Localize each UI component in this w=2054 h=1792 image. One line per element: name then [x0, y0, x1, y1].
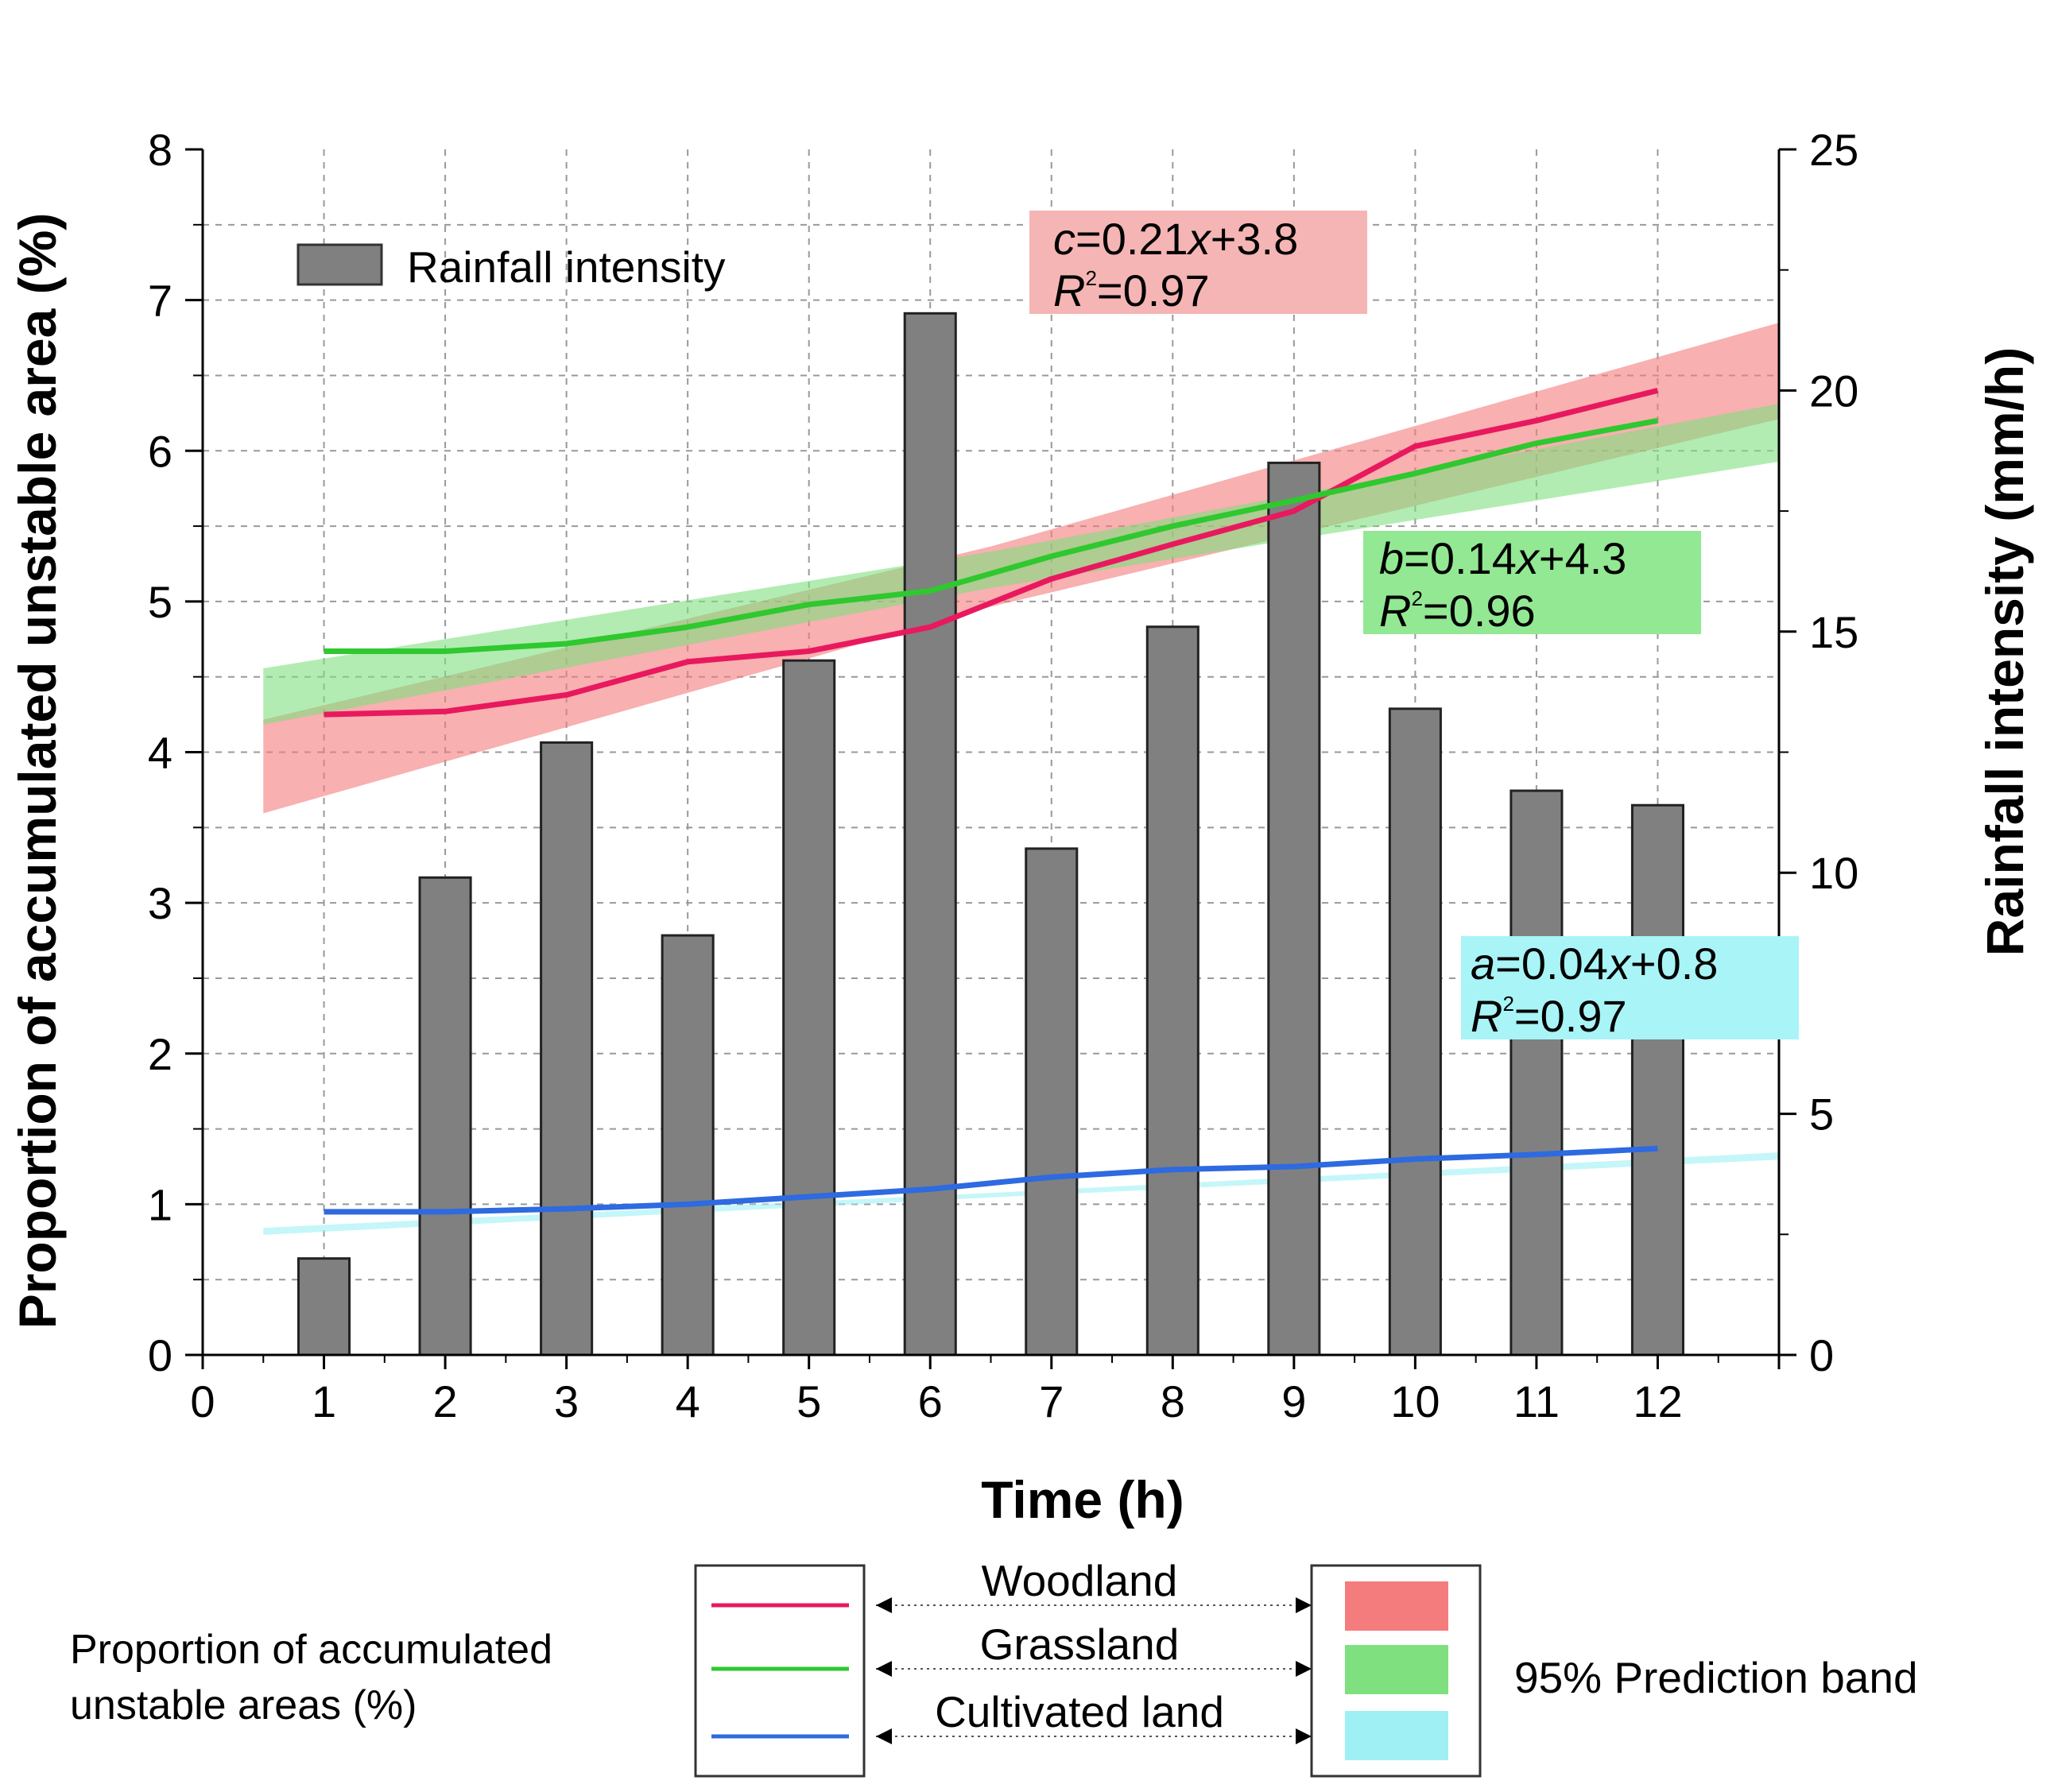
- legend-label-grassland: Grassland: [980, 1620, 1180, 1669]
- annotation-woodland-slope: =0.21: [1075, 214, 1188, 264]
- annotation-woodland-r2-label: R: [1053, 265, 1085, 315]
- y-right-tick-label: 0: [1809, 1330, 1834, 1380]
- y-left-tick-label: 1: [148, 1179, 172, 1229]
- svg-text:c=0.21x+3.8: c=0.21x+3.8: [1053, 214, 1298, 264]
- bar-5: [782, 659, 836, 1357]
- x-tick-label: 4: [676, 1376, 700, 1426]
- series-line-0: [324, 388, 1659, 718]
- bar-12: [1630, 803, 1684, 1357]
- annotation-woodland-r2-value: =0.97: [1097, 265, 1210, 315]
- legend-band-woodland: [1345, 1581, 1448, 1631]
- bar-7: [1025, 847, 1079, 1357]
- annotation-cultivated-box: [1461, 936, 1799, 1039]
- annotation-cultivated-r2-value: =0.97: [1514, 991, 1627, 1041]
- bar-4: [661, 934, 715, 1357]
- legend-left-text-line2: unstable areas (%): [70, 1682, 417, 1728]
- annotation-grassland-var: b: [1379, 533, 1404, 583]
- x-tick-label: 7: [1039, 1376, 1064, 1426]
- bottom-legend: Proportion of accumulated unstable areas…: [70, 1556, 1918, 1778]
- annotation-cultivated-var: a: [1471, 939, 1495, 989]
- y-right-axis-title: Rainfall intensity (mm/h): [1975, 347, 2034, 956]
- bar-8: [1145, 625, 1199, 1357]
- y-left-tick-label: 0: [148, 1330, 172, 1380]
- legend-band-box: [1310, 1564, 1482, 1778]
- series-lines: [324, 388, 1659, 1215]
- annotation-grassland-box: [1363, 531, 1701, 634]
- rainfall-bars: [297, 312, 1684, 1357]
- annotation-grassland-tail: +4.3: [1539, 533, 1627, 583]
- bar-2: [418, 876, 472, 1357]
- annotation-cultivated: a=0.04x+0.8 R2=0.97: [1461, 936, 1799, 1041]
- y-left-tick-label: 7: [148, 276, 172, 326]
- bar-1: [297, 1257, 351, 1357]
- annotation-grassland: b=0.14x+4.3 R2=0.96: [1363, 531, 1701, 636]
- bar-10: [1388, 707, 1442, 1357]
- annotation-woodland-box: [1029, 211, 1367, 314]
- y-right-tick-label: 20: [1809, 366, 1858, 416]
- y-right-tick-label: 10: [1809, 848, 1858, 898]
- annotation-woodland: c=0.21x+3.8 R2=0.97: [1029, 211, 1367, 315]
- x-axis-title: Time (h): [981, 1470, 1184, 1529]
- x-tick-label: 5: [796, 1376, 821, 1426]
- legend-band-cultivated: [1345, 1711, 1448, 1760]
- y-right-tick-label: 25: [1809, 125, 1858, 175]
- svg-text:a=0.04x+0.8: a=0.04x+0.8: [1471, 939, 1718, 989]
- x-tick-label: 6: [918, 1376, 943, 1426]
- legend-band-grassland: [1345, 1645, 1448, 1694]
- y-left-tick-label: 4: [148, 728, 172, 778]
- y-left-tick-label: 2: [148, 1029, 172, 1079]
- annotation-grassland-r2-label: R: [1379, 586, 1411, 636]
- legend-label-woodland: Woodland: [982, 1556, 1178, 1605]
- legend-right-text: 95% Prediction band: [1514, 1653, 1918, 1702]
- annotation-woodland-tail: +3.8: [1211, 214, 1299, 264]
- svg-text:R2=0.97: R2=0.97: [1471, 991, 1627, 1041]
- annotation-grassland-x: x: [1514, 533, 1540, 583]
- bar-legend: Rainfall intensity: [296, 242, 726, 292]
- y-left-tick-label: 6: [148, 426, 172, 476]
- bar-9: [1267, 461, 1321, 1357]
- x-tick-label: 1: [312, 1376, 336, 1426]
- y-left-tick-label: 3: [148, 878, 172, 928]
- y-left-tick-label: 8: [148, 125, 172, 175]
- bar-3: [540, 741, 594, 1357]
- svg-text:R2=0.97: R2=0.97: [1053, 265, 1210, 315]
- x-tick-label: 12: [1633, 1376, 1682, 1426]
- annotation-grassland-slope: =0.14: [1404, 533, 1517, 583]
- y-left-tick-label: 5: [148, 577, 172, 627]
- annotation-cultivated-tail: +0.8: [1630, 939, 1719, 989]
- bar-legend-label: Rainfall intensity: [407, 242, 726, 292]
- annotation-cultivated-x: x: [1606, 939, 1632, 989]
- annotation-cultivated-r2-label: R: [1471, 991, 1502, 1041]
- x-tick-label: 2: [432, 1376, 457, 1426]
- bar-11: [1509, 789, 1564, 1357]
- x-tick-label: 8: [1161, 1376, 1185, 1426]
- legend-line-box: [694, 1564, 866, 1778]
- annotation-cultivated-r2-sup: 2: [1502, 992, 1513, 1016]
- annotation-grassland-r2-sup: 2: [1411, 586, 1422, 610]
- x-tick-label: 9: [1281, 1376, 1306, 1426]
- annotation-cultivated-slope: =0.04: [1495, 939, 1608, 989]
- x-tick-label: 0: [190, 1376, 215, 1426]
- svg-text:b=0.14x+4.3: b=0.14x+4.3: [1379, 533, 1626, 583]
- y-left-axis-title: Proportion of accumulated unstable area …: [8, 213, 67, 1329]
- series-line-1: [324, 417, 1659, 654]
- y-right-tick-label: 15: [1809, 607, 1858, 657]
- annotation-woodland-x: x: [1186, 214, 1212, 264]
- x-tick-label: 3: [554, 1376, 579, 1426]
- annotation-woodland-r2-sup: 2: [1085, 266, 1096, 290]
- annotation-grassland-r2-value: =0.96: [1423, 586, 1536, 636]
- bar-legend-swatch: [296, 243, 383, 286]
- annotation-woodland-var: c: [1053, 214, 1075, 264]
- x-tick-label: 11: [1513, 1376, 1560, 1426]
- legend-left-text-line1: Proportion of accumulated: [70, 1627, 552, 1673]
- series-line-2: [324, 1145, 1658, 1215]
- bar-6: [903, 312, 957, 1357]
- x-tick-label: 10: [1390, 1376, 1440, 1426]
- legend-label-cultivated: Cultivated land: [935, 1687, 1224, 1736]
- axes: [185, 148, 1796, 1369]
- y-right-tick-label: 5: [1809, 1090, 1834, 1140]
- svg-text:R2=0.96: R2=0.96: [1379, 586, 1536, 636]
